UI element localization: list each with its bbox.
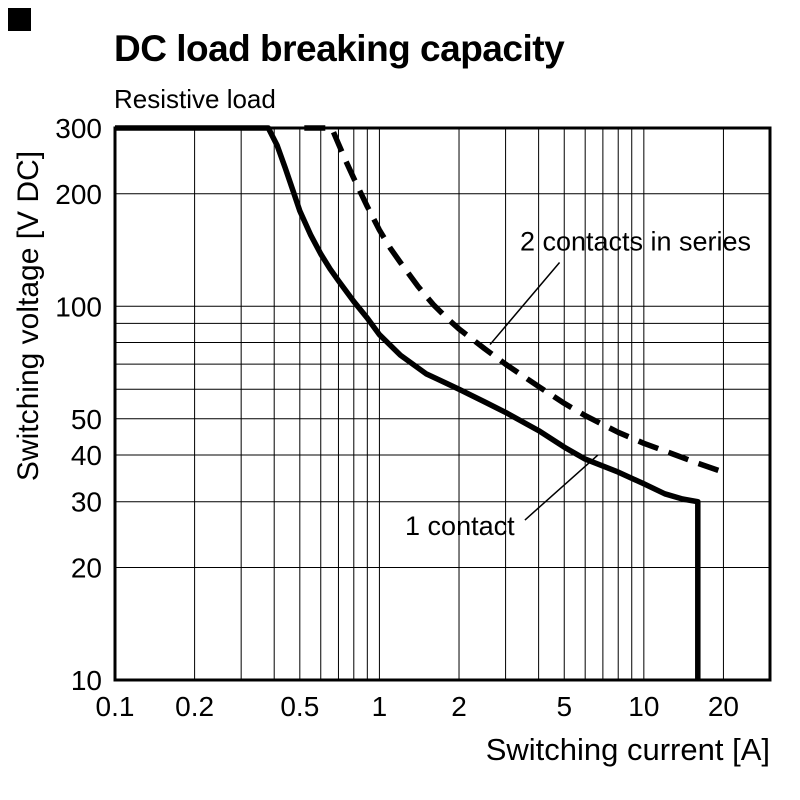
chart-subtitle: Resistive load <box>114 84 276 114</box>
y-tick-label: 30 <box>71 487 102 518</box>
chart-title: DC load breaking capacity <box>114 28 565 69</box>
x-tick-label: 5 <box>556 691 572 722</box>
x-tick-label: 0.1 <box>96 691 135 722</box>
y-tick-label: 200 <box>55 179 102 210</box>
x-tick-label: 0.5 <box>280 691 319 722</box>
x-tick-label: 2 <box>451 691 467 722</box>
y-tick-label: 50 <box>71 404 102 435</box>
annotation-label: 2 contacts in series <box>520 227 751 257</box>
curve-two-contacts-in-series <box>304 125 725 475</box>
y-axis-label: Switching voltage [V DC] <box>12 151 45 481</box>
x-tick-label: 0.2 <box>175 691 214 722</box>
y-tick-label: 40 <box>71 440 102 471</box>
y-tick-label: 20 <box>71 553 102 584</box>
curve-one-contact <box>115 125 701 680</box>
x-tick-label: 20 <box>708 691 739 722</box>
corner-marker <box>8 8 31 31</box>
x-tick-label: 10 <box>628 691 659 722</box>
annotation-leader-line <box>524 454 599 521</box>
annotation-label: 1 contact <box>405 511 515 541</box>
x-tick-label: 1 <box>372 691 388 722</box>
y-tick-label: 100 <box>55 291 102 322</box>
plot-frame <box>113 126 772 682</box>
annotation-leader-line <box>489 261 561 346</box>
x-axis-label: Switching current [A] <box>486 732 770 767</box>
y-tick-label: 10 <box>71 665 102 696</box>
y-tick-label: 300 <box>55 113 102 144</box>
